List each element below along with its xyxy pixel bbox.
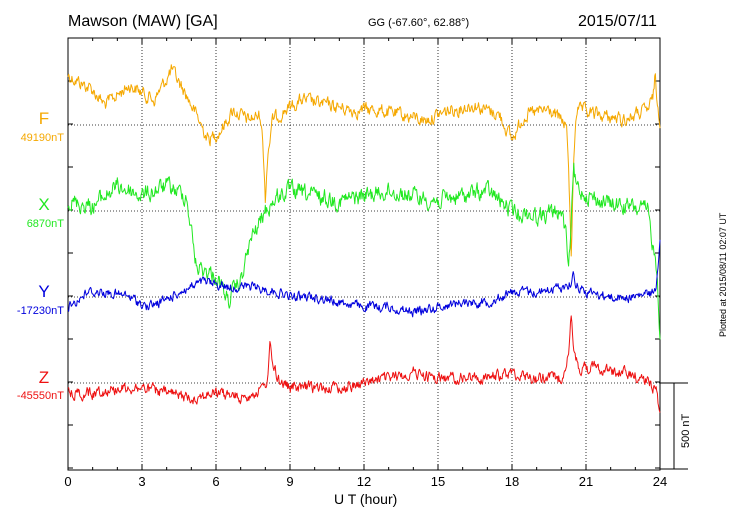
- x-tick-label: 6: [212, 474, 219, 489]
- series-line-F: [67, 64, 661, 257]
- series-line-Z: [67, 315, 661, 413]
- x-tick-label: 3: [138, 474, 145, 489]
- x-tick-label: 18: [505, 474, 519, 489]
- x-tick-label: 15: [431, 474, 445, 489]
- series-letter-X: X: [38, 195, 50, 214]
- coordinates-label: GG (-67.60°, 62.88°): [368, 17, 470, 29]
- series-baseline-Y: -17230nT: [16, 305, 64, 317]
- x-tick-label: 9: [286, 474, 293, 489]
- x-axis-label: U T (hour): [334, 491, 398, 507]
- series-letter-Z: Z: [38, 368, 50, 387]
- plotted-timestamp: Plotted at 2015/08/11 02:07 UT: [718, 212, 728, 337]
- series-letter-F: F: [38, 109, 50, 128]
- scale-bar-label: 500 nT: [680, 413, 692, 448]
- date-label: 2015/07/11: [578, 13, 657, 30]
- station-title: Mawson (MAW) [GA]: [68, 13, 218, 30]
- series-line-X: [67, 162, 661, 340]
- series-letter-Y: Y: [38, 282, 50, 301]
- x-tick-label: 24: [653, 474, 667, 489]
- series-baseline-Z: -45550nT: [16, 390, 64, 402]
- series-line-Y: [67, 239, 661, 318]
- series-baseline-X: 6870nT: [26, 218, 64, 230]
- x-tick-label: 21: [579, 474, 593, 489]
- x-tick-label: 12: [357, 474, 371, 489]
- series-baseline-F: 49190nT: [20, 132, 64, 144]
- x-tick-label: 0: [64, 474, 71, 489]
